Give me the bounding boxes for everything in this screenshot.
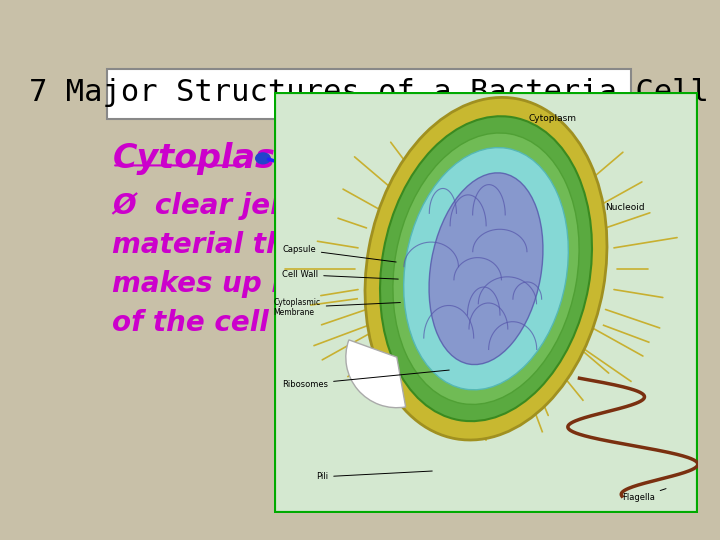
Ellipse shape <box>429 173 543 364</box>
Text: Pili: Pili <box>316 471 432 481</box>
FancyBboxPatch shape <box>107 69 631 119</box>
Ellipse shape <box>380 116 592 421</box>
Text: Cell Wall: Cell Wall <box>282 270 398 279</box>
FancyBboxPatch shape <box>274 92 698 513</box>
Text: Flagella: Flagella <box>622 489 666 502</box>
Text: 7 Major Structures of a Bacteria Cell: 7 Major Structures of a Bacteria Cell <box>29 78 709 107</box>
Text: Cytoplasmic
Membrane: Cytoplasmic Membrane <box>274 298 400 317</box>
Ellipse shape <box>393 133 579 404</box>
Text: Ø  clear jelly-like
material that
makes up most
of the cell: Ø clear jelly-like material that makes u… <box>112 192 374 337</box>
Text: Ribosomes: Ribosomes <box>282 370 449 389</box>
Circle shape <box>256 153 270 164</box>
Text: Cytoplasm: Cytoplasm <box>528 114 577 123</box>
Ellipse shape <box>404 147 568 390</box>
Ellipse shape <box>365 97 607 440</box>
Text: Capsule: Capsule <box>282 245 396 262</box>
Text: Cytoplasm: Cytoplasm <box>112 142 310 175</box>
Text: Nucleoid: Nucleoid <box>605 202 644 212</box>
Wedge shape <box>346 340 405 408</box>
